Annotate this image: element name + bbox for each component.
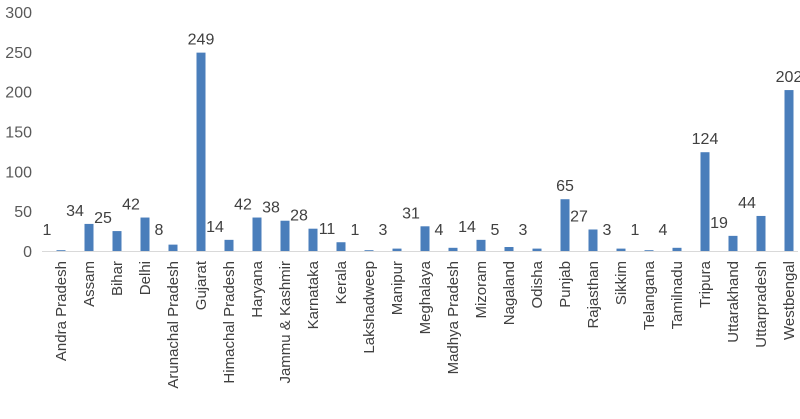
- x-tick-label: Uttarpradesh: [753, 261, 770, 348]
- x-tick-label: Telangana: [641, 260, 658, 330]
- bar: [504, 247, 514, 251]
- bar: [224, 239, 234, 251]
- data-label: 4: [659, 222, 668, 239]
- data-label: 3: [603, 222, 612, 239]
- x-tick-label: Bihar: [109, 261, 126, 296]
- data-label: 65: [556, 178, 574, 195]
- x-tick-label: Mizoram: [473, 261, 490, 319]
- x-tick-label: Tripura: [697, 260, 714, 308]
- bar: [196, 52, 206, 251]
- x-tick-label: Haryana: [249, 260, 266, 317]
- data-label: 5: [491, 222, 500, 239]
- bar: [448, 247, 458, 251]
- data-label: 28: [290, 208, 308, 225]
- bar: [168, 244, 178, 251]
- x-tick-label: Delhi: [137, 261, 154, 295]
- x-tick-label: Meghalaya: [417, 260, 434, 334]
- bar: [56, 250, 66, 251]
- x-tick-label: Odisha: [529, 260, 546, 308]
- bar: [84, 223, 94, 251]
- bar: [112, 231, 122, 251]
- x-tick-label: Gujarat: [193, 260, 210, 310]
- bar: [532, 248, 542, 251]
- data-label: 25: [94, 210, 112, 227]
- data-label: 31: [402, 205, 420, 222]
- x-tick-label: Rajasthan: [585, 261, 602, 329]
- data-label: 42: [122, 197, 140, 214]
- bar: [476, 239, 486, 251]
- data-label: 1: [631, 222, 640, 239]
- data-label: 34: [66, 203, 84, 220]
- data-label: 14: [458, 219, 476, 236]
- data-label: 3: [519, 222, 528, 239]
- bar: [252, 217, 262, 251]
- bar: [420, 226, 430, 251]
- data-label: 4: [435, 222, 444, 239]
- data-label: 3: [379, 222, 388, 239]
- bar: [672, 247, 682, 251]
- data-label: 1: [351, 222, 360, 239]
- bar: [560, 199, 570, 251]
- y-tick-label: 0: [23, 244, 32, 261]
- data-label: 27: [570, 208, 588, 225]
- y-axis-tick-labels: 0 50 100 150 200 250 300: [5, 5, 32, 261]
- x-tick-label: Andra Pradesh: [53, 261, 70, 361]
- data-label: 8: [155, 222, 164, 239]
- x-tick-label: Manipur: [389, 261, 406, 315]
- data-label: 124: [692, 131, 719, 148]
- data-label: 1: [43, 222, 52, 239]
- data-label: 249: [188, 32, 215, 49]
- x-tick-label: Westbengal: [781, 261, 798, 340]
- x-tick-label: Jammu & Kashmir: [277, 261, 294, 384]
- data-label: 202: [776, 69, 800, 86]
- bar: [728, 235, 738, 251]
- bar: [364, 250, 374, 251]
- x-tick-label: Assam: [81, 261, 98, 307]
- bar: [756, 215, 766, 251]
- bar: [308, 228, 318, 251]
- bar: [588, 229, 598, 251]
- bar: [616, 248, 626, 251]
- x-axis-tick-labels: Andra Pradesh Assam Bihar Delhi Arunachal Pr…: [53, 260, 798, 388]
- x-tick-label: Kerala: [333, 260, 350, 304]
- data-label: 11: [319, 221, 336, 238]
- y-tick-label: 200: [5, 85, 32, 102]
- bar: [280, 220, 290, 251]
- y-tick-label: 50: [14, 204, 32, 221]
- y-tick-label: 300: [5, 5, 32, 22]
- x-tick-label: Madhya Pradesh: [445, 261, 462, 374]
- x-tick-label: Karnataka: [305, 260, 322, 329]
- bar: [140, 217, 150, 251]
- y-tick-label: 150: [5, 125, 32, 142]
- data-label: 14: [206, 219, 224, 236]
- x-tick-label: Lakshadweep: [361, 261, 378, 354]
- bar: [644, 250, 654, 251]
- x-tick-label: Sikkim: [613, 261, 630, 305]
- bar: [392, 248, 402, 251]
- data-label: 42: [234, 197, 252, 214]
- data-label: 44: [738, 195, 756, 212]
- data-label: 19: [710, 215, 728, 232]
- data-label: 38: [262, 200, 280, 217]
- bar: [784, 90, 794, 251]
- x-tick-label: Nagaland: [501, 261, 518, 325]
- x-tick-label: Tamilnadu: [669, 261, 686, 329]
- bar: [336, 242, 346, 251]
- x-tick-label: Uttarakhand: [725, 261, 742, 343]
- bar: [700, 152, 710, 251]
- bars: [56, 52, 794, 251]
- y-tick-label: 250: [5, 45, 32, 62]
- y-tick-label: 100: [5, 164, 32, 181]
- x-tick-label: Himachal Pradesh: [221, 261, 238, 384]
- x-tick-label: Punjab: [557, 261, 574, 308]
- x-tick-label: Arunachal Pradesh: [165, 261, 182, 389]
